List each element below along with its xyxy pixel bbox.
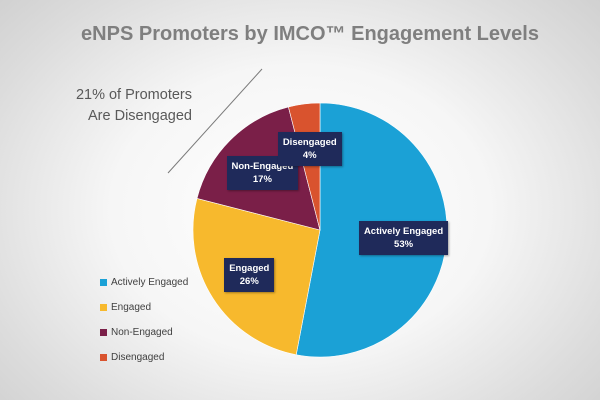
legend-item: Actively Engaged [100,270,188,295]
legend-swatch [100,354,107,361]
data-label-disengaged: Disengaged 4% [277,132,342,167]
legend-label: Disengaged [111,352,165,363]
data-label-value: 17% [252,173,272,185]
data-label-category: Non-Engaged [231,160,294,172]
annotation-line-2: Are Disengaged [88,108,192,124]
data-label-value: 53% [394,238,414,250]
data-label-actively-engaged: Actively Engaged 53% [358,220,449,255]
data-label-engaged: Engaged 26% [224,257,275,292]
annotation-bracket-line [167,68,263,174]
annotation-line-1: 21% of Promoters [75,87,192,103]
legend-swatch [100,279,107,286]
data-label-category: Actively Engaged [363,225,444,237]
legend-label: Non-Engaged [111,327,173,338]
legend-label: Actively Engaged [111,277,189,288]
legend-label: Engaged [111,302,152,313]
data-label-category: Engaged [229,262,270,274]
legend: Actively Engaged Engaged Non-Engaged Diseng… [100,270,188,370]
data-label-value: 26% [239,275,259,287]
data-label-value: 4% [302,150,317,162]
annotation-text: 21% of Promoters Are Disengaged [30,85,192,127]
legend-item: Disengaged [100,345,188,370]
chart-title: eNPS Promoters by IMCO™ Engagement Level… [81,23,539,45]
legend-item: Engaged [100,295,188,320]
legend-item: Non-Engaged [100,320,188,345]
legend-swatch [100,304,107,311]
legend-swatch [100,329,107,336]
data-label-category: Disengaged [282,137,337,149]
